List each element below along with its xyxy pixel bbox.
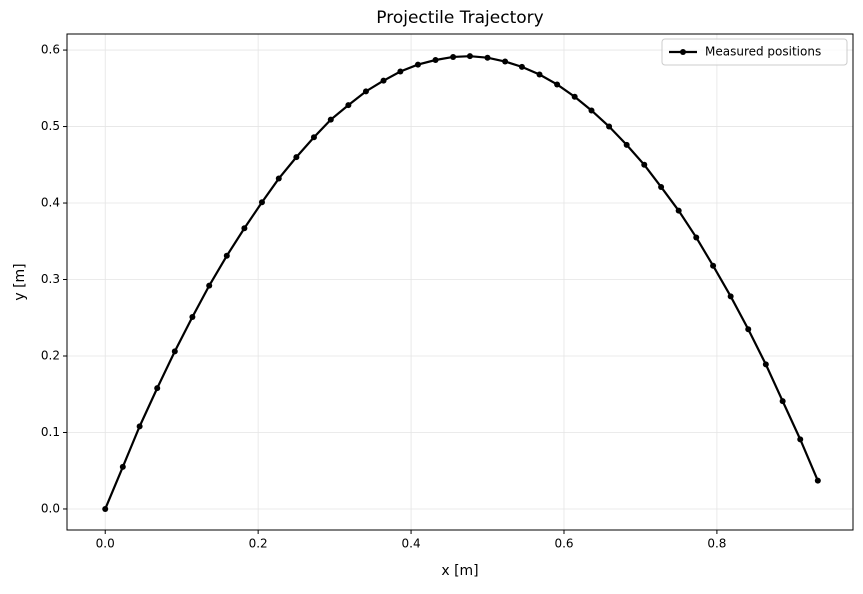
data-point [310,134,317,141]
legend: Measured positions [661,38,848,66]
data-point [102,505,109,512]
x-tick-label: 0.4 [402,537,421,551]
data-point [136,423,143,430]
data-point [327,116,334,123]
data-point [432,57,439,64]
data-point [536,71,543,78]
data-point [275,175,282,182]
legend-box [661,38,848,66]
data-point [675,207,682,214]
y-tick-label: 0.1 [41,425,60,439]
x-tick-label: 0.8 [707,537,726,551]
data-point [119,463,126,470]
chart-title: Projectile Trajectory [376,8,543,28]
data-point [571,93,578,100]
data-point [171,348,178,355]
data-point [693,234,700,241]
data-point [797,436,804,443]
data-point [814,477,821,484]
y-tick-label: 0.3 [41,272,60,286]
data-point [154,385,161,392]
legend-marker [680,49,686,55]
data-point [779,398,786,405]
x-tick-label: 0.6 [554,537,573,551]
data-point [466,53,473,60]
data-point [502,58,509,65]
data-point [484,54,491,61]
data-point [588,107,595,114]
y-tick-label: 0.2 [41,348,60,362]
x-axis-label: x [m] [441,563,478,579]
data-point [206,282,213,289]
data-point [189,313,196,320]
data-point [745,326,752,333]
x-tick-label: 0.2 [249,537,268,551]
data-point [450,53,457,60]
data-point [397,68,404,75]
data-point [380,77,387,84]
data-point [727,293,734,300]
plot-frame [66,33,854,531]
data-point [554,81,561,88]
data-point [345,102,352,109]
y-tick-label: 0.6 [41,43,60,57]
data-point [606,123,613,130]
x-tick-label: 0.0 [96,537,115,551]
data-point [623,141,630,148]
y-tick-label: 0.0 [41,501,60,515]
data-point [658,183,665,190]
data-point [362,88,369,95]
data-point [641,161,648,168]
y-tick-label: 0.5 [41,119,60,133]
data-point [293,154,300,161]
data-point [223,252,230,259]
y-tick-label: 0.4 [41,196,60,210]
data-point [518,63,525,70]
series-line [104,55,819,510]
data-point [762,361,769,368]
data-point [414,61,421,68]
data-point [258,199,265,206]
y-axis-label: y [m] [12,263,28,300]
data-point [710,262,717,269]
legend-label: Measured positions [705,45,821,59]
data-point [241,225,248,232]
